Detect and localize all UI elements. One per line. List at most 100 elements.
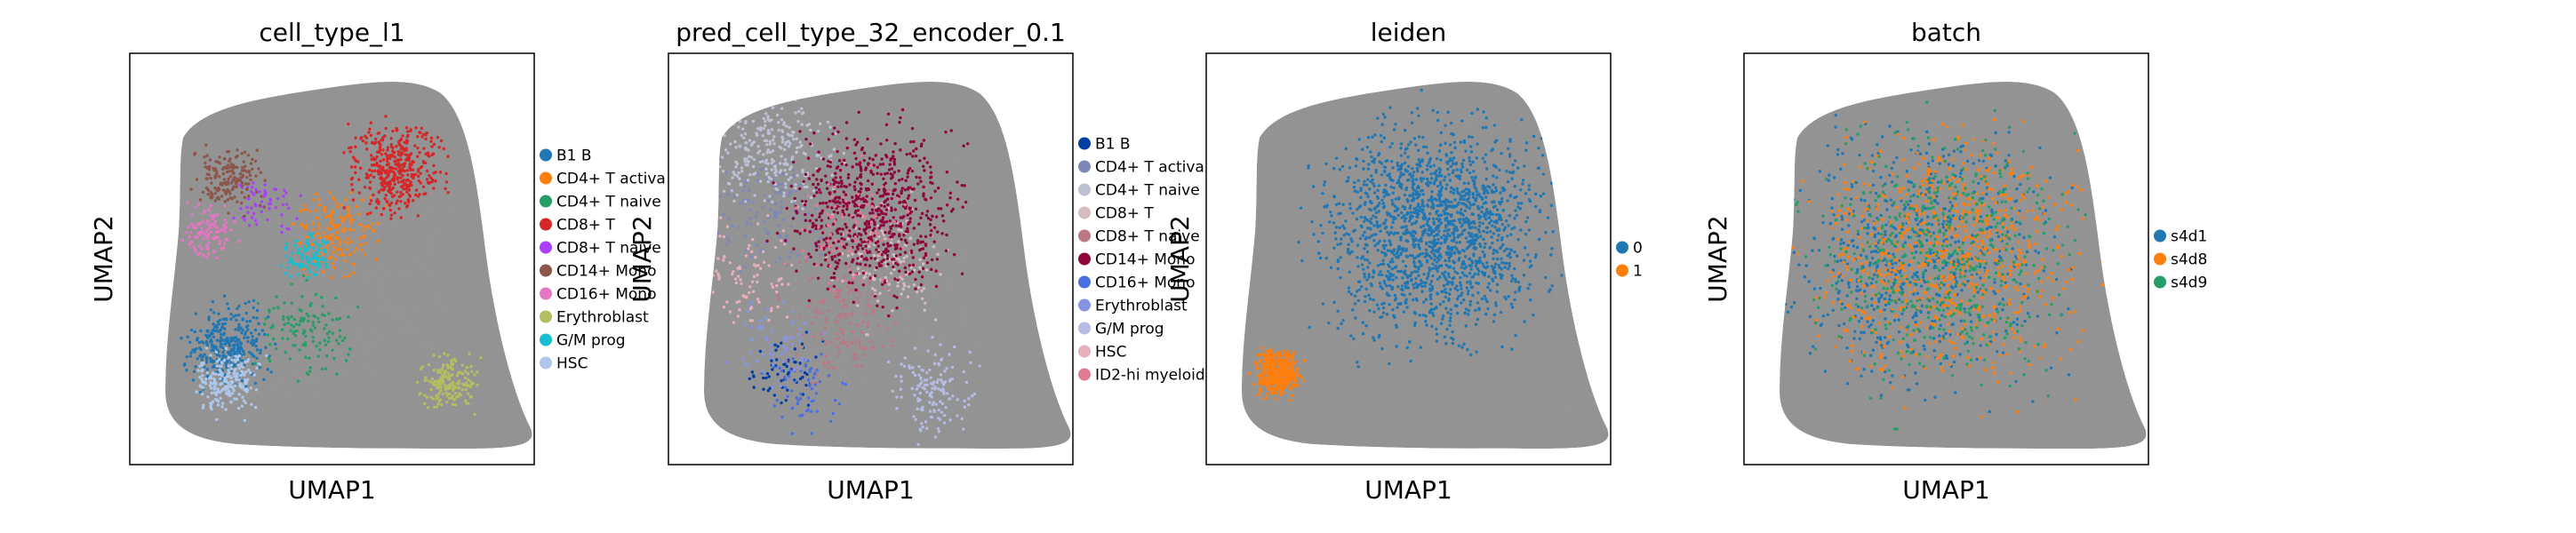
cell-point	[470, 370, 474, 373]
cell-point	[243, 418, 247, 423]
cell-point	[785, 172, 788, 176]
cell-point	[450, 373, 454, 377]
cell-point	[778, 162, 782, 165]
cell-point	[218, 318, 222, 322]
cell-point	[764, 376, 768, 380]
cell-point	[426, 154, 430, 157]
graph-edge	[846, 180, 874, 364]
cell-point	[758, 179, 763, 183]
cell-point	[441, 375, 444, 378]
cell-point	[1360, 285, 1364, 289]
cell-point	[227, 339, 231, 344]
cell-point	[1420, 225, 1423, 229]
cell-point	[1469, 232, 1474, 235]
cell-point	[761, 370, 764, 373]
cell-point	[335, 231, 340, 235]
cell-point	[912, 268, 916, 272]
cell-point	[1457, 294, 1460, 298]
points-id2-hi-myeloid	[783, 154, 909, 293]
cell-point	[725, 300, 729, 304]
cell-point	[1407, 143, 1411, 147]
cell-point	[858, 292, 862, 296]
cell-point	[796, 211, 799, 215]
cell-point	[860, 255, 864, 259]
cell-point	[1362, 267, 1365, 271]
cell-point	[935, 380, 940, 385]
cell-point	[250, 402, 253, 406]
cell-point	[877, 264, 882, 267]
cell-point	[237, 183, 242, 187]
cell-point	[1537, 237, 1541, 242]
cell-point	[935, 258, 940, 261]
graph-edge	[196, 169, 332, 377]
cell-point	[455, 382, 459, 386]
panel-pred-cell-type-32-encoder-0-1: pred_cell_type_32_encoder_0.1UMAP1UMAP2B…	[628, 18, 1205, 505]
cell-point	[276, 306, 280, 309]
cell-point	[863, 250, 867, 253]
cell-point	[317, 222, 321, 227]
cell-point	[246, 378, 250, 381]
cell-point	[1370, 155, 1373, 159]
cell-point	[791, 356, 795, 361]
cell-point	[830, 255, 834, 259]
cell-point	[1432, 182, 1436, 186]
cell-point	[377, 131, 381, 135]
cell-point	[1443, 200, 1447, 204]
cell-point	[352, 251, 356, 254]
cell-point	[1505, 261, 1508, 266]
graph-edge	[988, 215, 1004, 313]
cell-point	[211, 400, 215, 403]
cell-point	[906, 196, 910, 200]
cell-point	[1482, 202, 1486, 205]
graph-edge	[303, 100, 430, 162]
cell-point	[884, 237, 887, 241]
cell-point	[1468, 272, 1472, 275]
cell-point	[862, 347, 866, 351]
cell-point	[201, 406, 205, 410]
cell-point	[236, 148, 239, 152]
cell-point	[890, 196, 893, 201]
cell-point	[1414, 178, 1419, 181]
cell-point	[781, 218, 785, 222]
cell-point	[785, 206, 789, 211]
cell-point	[1467, 181, 1470, 185]
cell-point	[837, 402, 842, 406]
cell-point	[1414, 276, 1418, 281]
points-cd14-mono	[189, 143, 267, 219]
graph-edge	[1379, 307, 1524, 347]
cell-point	[201, 368, 204, 372]
cell-point	[910, 187, 915, 191]
cell-point	[1390, 257, 1394, 261]
cell-point	[778, 171, 782, 174]
cell-point	[242, 399, 246, 402]
cell-point	[263, 188, 267, 193]
cell-point	[420, 365, 424, 369]
cell-point	[359, 223, 363, 227]
graph-edge	[924, 244, 997, 378]
cell-point	[961, 205, 964, 209]
cell-point	[835, 321, 839, 324]
cell-point	[380, 153, 384, 156]
cell-point	[1443, 179, 1446, 182]
cell-point	[819, 236, 823, 240]
cell-point	[316, 354, 321, 358]
cell-point	[222, 178, 227, 181]
cell-point	[850, 239, 854, 243]
cell-point	[222, 204, 227, 208]
cell-point	[243, 332, 247, 337]
cell-point	[213, 235, 218, 239]
cell-point	[1479, 244, 1483, 249]
cell-point	[950, 365, 955, 370]
cell-point	[425, 169, 429, 173]
cell-point	[399, 216, 403, 219]
cell-point	[855, 195, 859, 198]
cell-point	[200, 378, 204, 382]
cell-point	[859, 205, 863, 209]
cell-point	[202, 403, 205, 408]
cell-point	[797, 338, 802, 343]
cell-point	[388, 155, 392, 159]
cell-point	[1518, 285, 1522, 289]
cell-point	[300, 257, 305, 261]
cell-point	[839, 315, 843, 319]
cell-point	[249, 331, 253, 335]
